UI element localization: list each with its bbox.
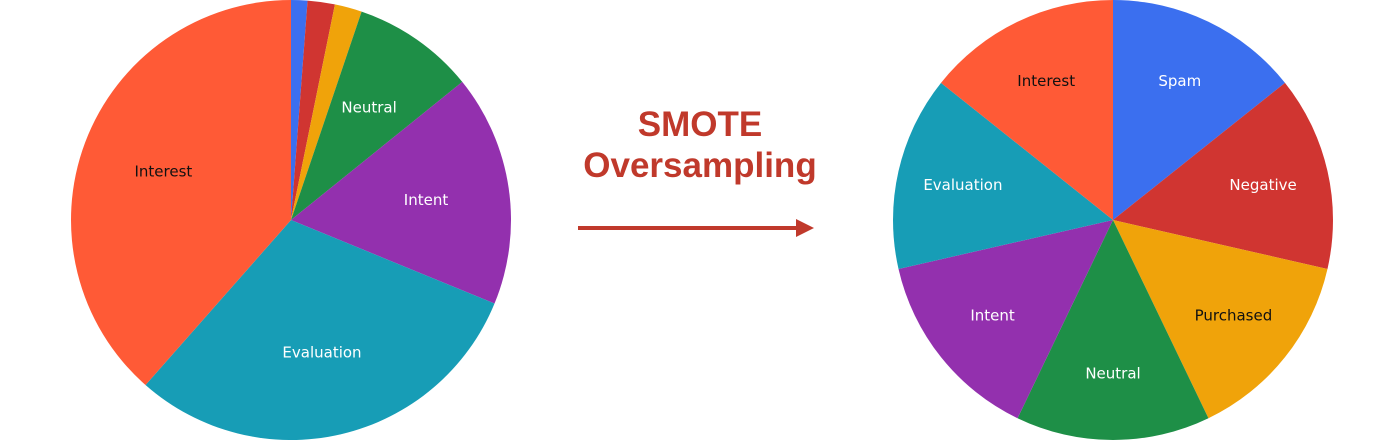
- pie-slice-negative: [1113, 82, 1333, 269]
- slice-label-purchased: Purchased: [1195, 307, 1273, 325]
- pie-slice-intent: [291, 81, 512, 304]
- pie-slice-purchased: [1113, 220, 1328, 419]
- heading-line-2: Oversampling: [583, 146, 817, 185]
- slice-label-evaluation: Evaluation: [282, 343, 361, 361]
- pie-slice-evaluation: [145, 220, 495, 440]
- heading-line-1: SMOTE: [637, 105, 763, 144]
- slice-label-evaluation: Evaluation: [923, 176, 1002, 194]
- pie-slice-spam: [1113, 0, 1285, 220]
- slice-label-neutral: Neutral: [1085, 365, 1140, 383]
- pie-slice-neutral: [291, 11, 463, 221]
- pie-chart-after: Spam Negative Purchased Neutral Intent Evalua…: [893, 0, 1333, 440]
- slice-label-negative: Negative: [1229, 176, 1296, 194]
- slice-label-spam: Spam: [1158, 72, 1201, 90]
- pie-slice-neutral: [1017, 220, 1209, 440]
- pie-slice-purchased: [291, 4, 362, 221]
- smote-heading: SMOTE Oversampling: [560, 104, 840, 186]
- slice-label-intent: Intent: [970, 307, 1015, 325]
- slice-label-neutral: Neutral: [341, 99, 396, 117]
- slice-label-interest: Interest: [1017, 72, 1075, 90]
- slice-label-interest: Interest: [134, 162, 192, 180]
- pie-slice-spam: [291, 0, 308, 220]
- pie-slice-negative: [291, 0, 335, 220]
- pie-slice-interest: [941, 0, 1113, 220]
- slice-label-intent: Intent: [404, 191, 449, 209]
- arrow-right-icon: [578, 219, 814, 237]
- pie-slice-interest: [71, 0, 292, 386]
- pie-slice-evaluation: [893, 82, 1113, 269]
- pie-slice-intent: [898, 220, 1113, 419]
- pie-chart-before: Neutral Intent Evaluation Interest: [71, 0, 512, 440]
